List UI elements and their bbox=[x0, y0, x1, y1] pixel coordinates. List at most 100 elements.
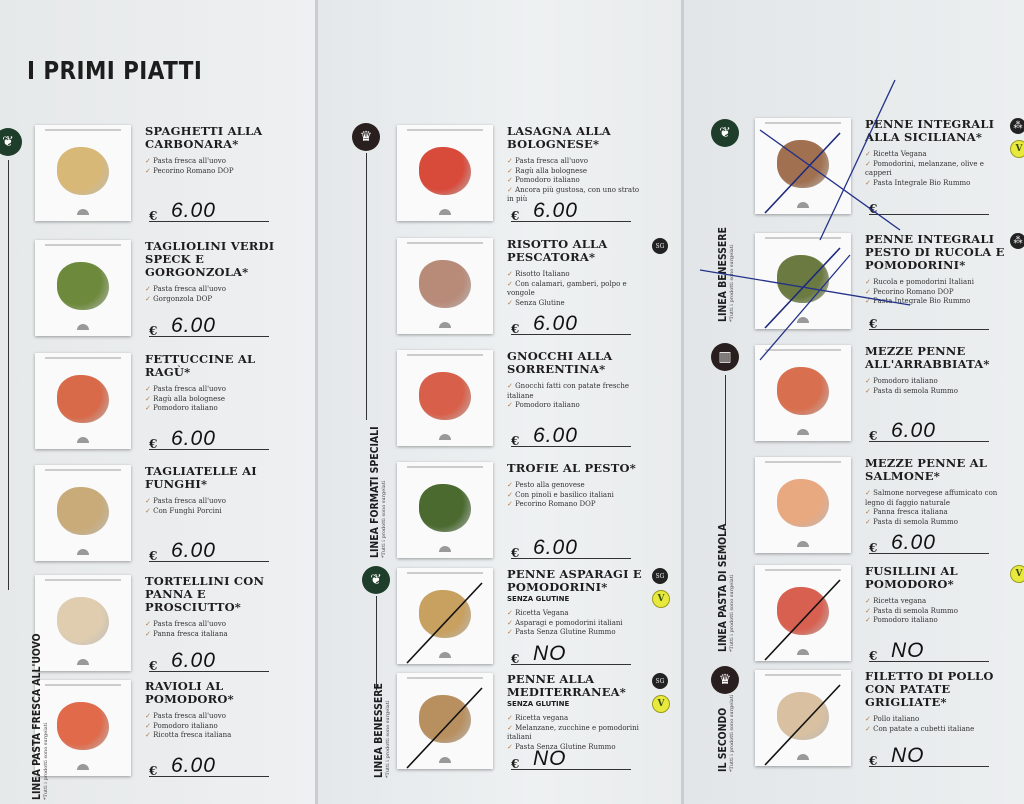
menu-item[interactable]: FETTUCCINE AL RAGÙ*Pasta fresca all'uovo… bbox=[35, 353, 275, 458]
ingredient: Pasta Integrale Bio Rummo bbox=[865, 179, 1005, 189]
ingredient: Pomodoro italiano bbox=[865, 616, 1005, 626]
dish-text: FETTUCCINE AL RAGÙ* Pasta fresca all'uovo… bbox=[145, 353, 285, 414]
section-note: *Tutti i prodotti sono surgelati bbox=[381, 480, 387, 558]
menu-item[interactable]: PENNE ALLA MEDITERRANEA*SENZA GLUTINE Ric… bbox=[397, 673, 670, 778]
ingredient: Pasta di semola Rummo bbox=[865, 607, 1005, 617]
handwritten-price: 6.00 bbox=[171, 649, 216, 672]
euro-sign: € bbox=[869, 317, 878, 331]
dish-photo bbox=[755, 233, 851, 329]
menu-item[interactable]: FILETTO DI POLLO CON PATATE GRIGLIATE*Po… bbox=[755, 670, 995, 775]
menu-item[interactable]: RISOTTO ALLA PESCATORA* Risotto ItalianoC… bbox=[397, 238, 668, 343]
euro-sign: € bbox=[511, 434, 520, 448]
menu-item[interactable]: TROFIE AL PESTO*Pesto alla genoveseCon p… bbox=[397, 462, 637, 567]
ingredient: Pasta Integrale Bio Rummo bbox=[865, 297, 1005, 307]
plate-logo-icon bbox=[797, 317, 809, 323]
menu-item[interactable]: TORTELLINI CON PANNA E PROSCIUTTO*Pasta … bbox=[35, 575, 275, 680]
plate-logo-icon bbox=[77, 659, 89, 665]
price-line: € NO bbox=[869, 744, 989, 768]
pasta-icon: ▥ bbox=[711, 343, 739, 371]
plate-logo-icon bbox=[77, 209, 89, 215]
ingredient: Con patate a cubetti italiane bbox=[865, 725, 1005, 735]
dish-food bbox=[777, 587, 829, 635]
dish-badges: ⁂ bbox=[1010, 233, 1024, 255]
euro-sign: € bbox=[869, 649, 878, 663]
menu-item[interactable]: GNOCCHI ALLA SORRENTINA*Gnocchi fatti co… bbox=[397, 350, 637, 455]
menu-item[interactable]: PENNE INTEGRALI ALLA SICILIANA* Ricetta V… bbox=[755, 118, 1024, 223]
price-line: €6.00 bbox=[149, 754, 269, 778]
dish-badges: V bbox=[1010, 565, 1024, 589]
menu-item[interactable]: PENNE INTEGRALI PESTO DI RUCOLA E POMODO… bbox=[755, 233, 1024, 338]
plate-logo-icon bbox=[797, 649, 809, 655]
section-label: LINEA BENESSERE *Tutti i prodotti sono su… bbox=[372, 666, 391, 778]
price-line: €6.00 bbox=[511, 312, 631, 336]
handwritten-price: 6.00 bbox=[171, 427, 216, 450]
dish-text: TAGLIATELLE AI FUNGHI* Pasta fresca all'u… bbox=[145, 465, 285, 516]
menu-item[interactable]: LASAGNA ALLA BOLOGNESE*Pasta fresca all'… bbox=[397, 125, 639, 230]
dish-food bbox=[57, 702, 109, 750]
menu-item[interactable]: TAGLIATELLE AI FUNGHI*Pasta fresca all'u… bbox=[35, 465, 275, 570]
gluten-free-badge-icon: SG bbox=[652, 238, 668, 254]
ingredient-list: Rucola e pomodorini ItalianiPecorino Rom… bbox=[865, 278, 1005, 307]
dish-text: FUSILLINI AL POMODORO* Ricetta veganaPast… bbox=[865, 565, 1005, 626]
price-line: €6.00 bbox=[511, 424, 631, 448]
wheat-badge-icon: ⁂ bbox=[1010, 118, 1024, 134]
dish-badges: ⁂ V bbox=[1010, 118, 1024, 164]
plate-logo-icon bbox=[797, 754, 809, 760]
plate-logo-icon bbox=[77, 549, 89, 555]
dish-photo bbox=[755, 457, 851, 553]
dish-text: TAGLIOLINI VERDI SPECK E GORGONZOLA* Past… bbox=[145, 240, 285, 304]
plate-caption bbox=[407, 129, 483, 131]
dish-text: MEZZE PENNE ALL'ARRABBIATA* Pomodoro ital… bbox=[865, 345, 1005, 396]
plate-caption bbox=[765, 569, 841, 571]
menu-item[interactable]: MEZZE PENNE AL SALMONE*Salmone norvegese… bbox=[755, 457, 997, 562]
menu-item[interactable]: SPAGHETTI ALLA CARBONARA*Pasta fresca al… bbox=[35, 125, 275, 230]
ingredient: Pasta fresca all'uovo bbox=[145, 285, 285, 295]
ingredient: Pasta fresca all'uovo bbox=[507, 157, 647, 167]
leaf-icon: ❦ bbox=[362, 566, 390, 594]
ingredient: Pasta Senza Glutine Rummo bbox=[507, 628, 647, 638]
dish-food bbox=[419, 372, 471, 420]
handwritten-price: 6.00 bbox=[171, 199, 216, 222]
section-name: LINEA BENESSERE bbox=[716, 227, 729, 322]
menu-item[interactable]: PENNE ASPARAGI E POMODORINI* SENZA GLUTIN… bbox=[397, 568, 670, 673]
dish-text: TROFIE AL PESTO* Pesto alla genoveseCon p… bbox=[507, 462, 647, 510]
dish-photo bbox=[397, 568, 493, 664]
dish-text: PENNE ASPARAGI E POMODORINI* SENZA GLUTIN… bbox=[507, 568, 647, 638]
plate-caption bbox=[765, 674, 841, 676]
price-line: €6.00 bbox=[149, 649, 269, 673]
euro-sign: € bbox=[149, 437, 158, 451]
dish-food bbox=[777, 692, 829, 740]
ingredient: Pomodoro italiano bbox=[145, 404, 285, 414]
ingredient: Rucola e pomodorini Italiani bbox=[865, 278, 1005, 288]
plate-logo-icon bbox=[439, 434, 451, 440]
ingredient: Ricetta vegana bbox=[507, 714, 647, 724]
euro-sign: € bbox=[149, 659, 158, 673]
menu-item[interactable]: MEZZE PENNE ALL'ARRABBIATA*Pomodoro ital… bbox=[755, 345, 995, 450]
dish-name: PENNE ASPARAGI E POMODORINI* bbox=[507, 567, 642, 594]
dish-photo bbox=[35, 680, 131, 776]
menu-item[interactable]: FUSILLINI AL POMODORO* Ricetta veganaPast… bbox=[755, 565, 1024, 670]
section-name: LINEA FORMATI SPECIALI bbox=[368, 426, 381, 558]
dish-name: GNOCCHI ALLA SORRENTINA* bbox=[507, 349, 613, 376]
dish-badges: SG V bbox=[652, 568, 672, 614]
dish-text: SPAGHETTI ALLA CARBONARA* Pasta fresca al… bbox=[145, 125, 285, 176]
menu-item[interactable]: RAVIOLI AL POMODORO*Pasta fresca all'uov… bbox=[35, 680, 275, 785]
ingredient: Salmone norvegese affumicato con legno d… bbox=[865, 489, 1005, 508]
ingredient: Pasta Senza Glutine Rummo bbox=[507, 743, 647, 753]
price-line: €6.00 bbox=[511, 199, 631, 223]
ingredient: Pasta fresca all'uovo bbox=[145, 712, 285, 722]
dish-food bbox=[57, 487, 109, 535]
section-note: *Tutti i prodotti sono surgelati bbox=[43, 722, 49, 800]
ingredient-list: Pasta fresca all'uovoPecorino Romano DOP bbox=[145, 157, 285, 176]
menu-item[interactable]: TAGLIOLINI VERDI SPECK E GORGONZOLA*Past… bbox=[35, 240, 275, 345]
ingredient: Pollo italiano bbox=[865, 715, 1005, 725]
plate-caption bbox=[765, 237, 841, 239]
page-fold bbox=[315, 0, 318, 804]
ingredient: Ricetta vegana bbox=[865, 597, 1005, 607]
handwritten-price: 6.00 bbox=[171, 754, 216, 777]
section-note: *Tutti i prodotti sono surgelati bbox=[729, 574, 735, 652]
price-line: €6.00 bbox=[511, 536, 631, 560]
ingredient: Pomodoro italiano bbox=[507, 176, 647, 186]
price-line: €6.00 bbox=[149, 539, 269, 563]
plate-logo-icon bbox=[439, 546, 451, 552]
